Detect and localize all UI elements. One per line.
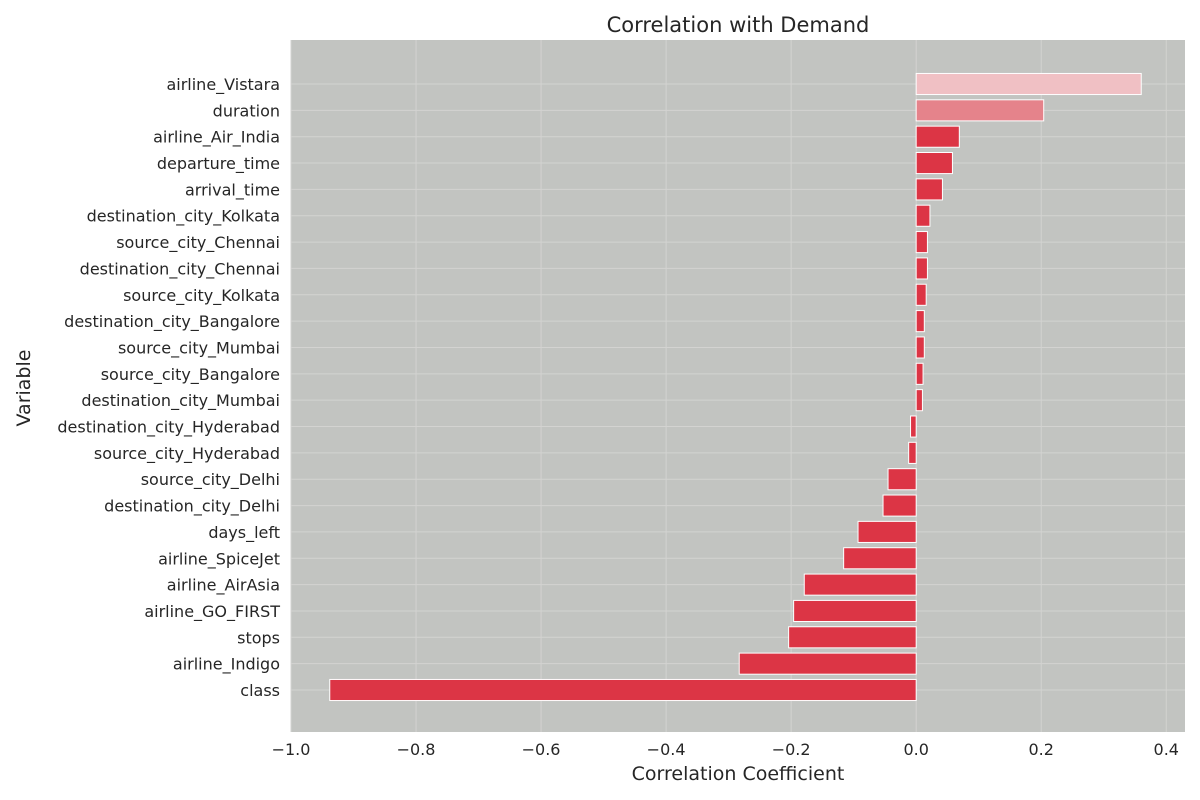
category-label: destination_city_Bangalore (64, 312, 280, 332)
bar (915, 178, 943, 201)
x-tick-label: 0.2 (1028, 740, 1053, 759)
category-label: source_city_Kolkata (123, 286, 280, 306)
category-label: destination_city_Kolkata (87, 207, 280, 227)
bar (915, 125, 960, 148)
bar (915, 283, 927, 306)
x-tick-labels: −1.0 −0.8 −0.6 −0.4 −0.2 0.0 0.2 0.4 (272, 740, 1179, 759)
y-axis-label: Variable (13, 350, 35, 427)
bar (908, 441, 917, 464)
category-label: days_left (208, 523, 280, 543)
plot-background (291, 40, 1185, 732)
x-tick-label: −1.0 (272, 740, 311, 759)
category-label: stops (237, 628, 280, 647)
category-label: airline_Air_India (153, 128, 280, 148)
category-label: destination_city_Delhi (104, 497, 280, 517)
bar (915, 72, 1142, 96)
category-label: airline_Vistara (166, 75, 280, 95)
bar (887, 468, 917, 491)
bar (915, 152, 953, 175)
category-label: arrival_time (185, 180, 280, 200)
bar (882, 494, 917, 517)
category-label: source_city_Hyderabad (94, 444, 280, 464)
category-label: duration (213, 101, 280, 120)
category-label: airline_GO_FIRST (144, 602, 280, 622)
category-label: destination_city_Mumbai (81, 391, 280, 411)
bar (915, 310, 925, 333)
category-label: airline_Indigo (173, 655, 280, 675)
category-label: source_city_Delhi (141, 470, 280, 490)
x-tick-label: −0.6 (522, 740, 561, 759)
bar (915, 257, 928, 280)
bar (915, 204, 931, 227)
x-tick-label: 0.4 (1154, 740, 1179, 759)
category-label: destination_city_Chennai (80, 259, 280, 279)
bar (843, 547, 917, 570)
bar (329, 678, 917, 702)
x-tick-label: 0.0 (903, 740, 928, 759)
bar (915, 99, 1045, 122)
bars (329, 72, 1142, 702)
category-label: source_city_Chennai (116, 233, 280, 253)
bar (915, 231, 928, 254)
chart-title: Correlation with Demand (607, 13, 870, 37)
x-axis-label: Correlation Coefficient (632, 763, 845, 785)
x-tick-label: −0.4 (647, 740, 686, 759)
bar (910, 415, 917, 438)
category-label: source_city_Mumbai (118, 338, 280, 358)
category-label: airline_AirAsia (167, 576, 280, 596)
category-label: departure_time (157, 154, 280, 174)
bar (793, 599, 917, 622)
category-label: destination_city_Hyderabad (57, 418, 280, 438)
bar (788, 626, 917, 649)
category-labels: airline_Vistara duration airline_Air_India… (57, 75, 280, 700)
bar (738, 652, 917, 675)
bar (857, 520, 917, 543)
bar (915, 336, 925, 359)
category-label: airline_SpiceJet (158, 549, 280, 569)
bar (915, 362, 924, 385)
x-tick-label: −0.8 (397, 740, 436, 759)
category-label: source_city_Bangalore (101, 365, 280, 385)
bar (915, 389, 923, 412)
category-label: class (240, 681, 280, 700)
bar (803, 573, 917, 596)
x-tick-label: −0.2 (772, 740, 811, 759)
